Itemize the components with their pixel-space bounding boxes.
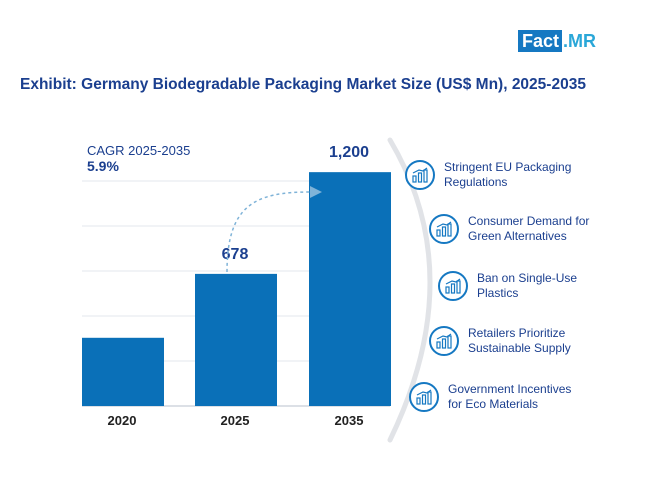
x-tick-label: 2035 <box>335 413 364 428</box>
driver-consumer-demand: Consumer Demand for Green Alternatives <box>429 214 589 244</box>
bar-value-label: 678 <box>222 246 249 263</box>
logo-fact: Fact <box>518 30 563 52</box>
bar-value-label: 1,200 <box>329 144 369 161</box>
driver-label: Government Incentives for Eco Materials <box>448 382 572 411</box>
driver-government-incentives: Government Incentives for Eco Materials <box>409 382 571 412</box>
bar-2025 <box>195 273 277 406</box>
logo-mr: .MR <box>563 31 597 51</box>
chart-value-labels: 678 1,200 <box>222 144 369 263</box>
x-tick-label: 2020 <box>108 413 137 428</box>
bar-chart-icon <box>429 326 459 356</box>
growth-arrow <box>226 191 311 273</box>
bar-chart-icon <box>405 160 435 190</box>
chart-bars <box>82 172 391 406</box>
x-tick-label: 2025 <box>221 413 250 428</box>
chart-x-tick-labels: 2020 2025 2035 <box>108 413 364 428</box>
cagr-label: CAGR 2025-2035 <box>87 143 191 158</box>
driver-single-use-ban: Ban on Single-Use Plastics <box>438 271 577 301</box>
factmr-logo: Fact .MR <box>518 30 596 52</box>
driver-label: Ban on Single-Use Plastics <box>477 271 578 300</box>
driver-label: Retailers Prioritize Sustainable Supply <box>468 326 571 355</box>
driver-eu-regulations: Stringent EU Packaging Regulations <box>405 160 571 190</box>
growth-arrowhead <box>310 186 322 198</box>
bar-chart-icon <box>429 214 459 244</box>
driver-retailers: Retailers Prioritize Sustainable Supply <box>429 326 571 356</box>
bar-chart-icon <box>409 382 439 412</box>
cagr-value: 5.9% <box>87 158 119 174</box>
bar-chart-icon <box>438 271 468 301</box>
bar-2020 <box>82 337 164 406</box>
driver-label: Consumer Demand for Green Alternatives <box>468 214 590 243</box>
logo-mr-text: MR <box>568 31 597 51</box>
page-title: Exhibit: Germany Biodegradable Packaging… <box>20 76 586 93</box>
driver-label: Stringent EU Packaging Regulations <box>444 160 572 189</box>
bar-2035 <box>309 172 391 406</box>
